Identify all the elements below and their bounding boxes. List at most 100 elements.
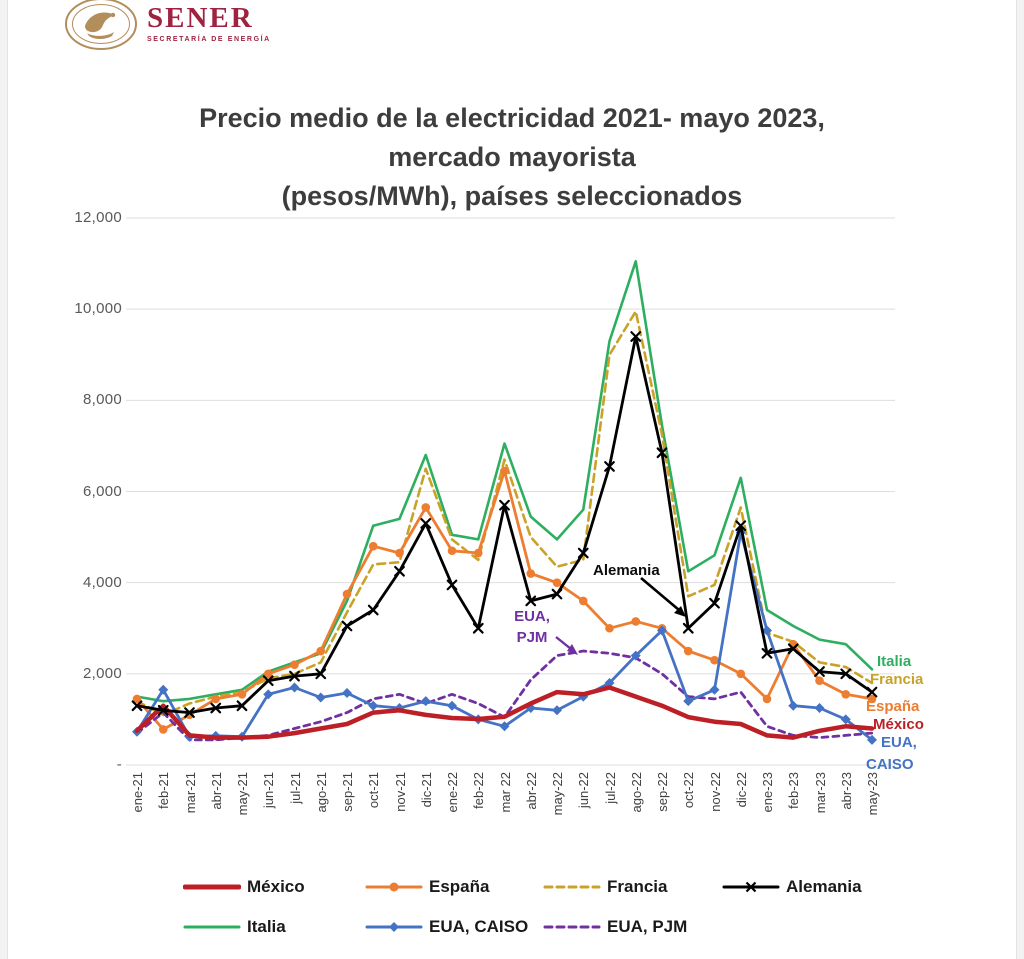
x-axis-label: feb-22 — [471, 772, 487, 809]
x-axis-label: nov-21 — [392, 772, 408, 812]
marker-x — [866, 686, 878, 698]
marker-x — [262, 675, 274, 687]
marker-circle — [368, 541, 378, 551]
marker-diamond — [709, 684, 720, 695]
pjm-arrow — [555, 636, 572, 650]
marker-circle — [815, 676, 824, 685]
marker-x — [499, 499, 510, 511]
edge-label-mexico: México — [873, 716, 924, 733]
chart-title-line3: (pesos/MWh), países seleccionados — [281, 181, 743, 211]
y-axis-label: 12,000 — [74, 209, 122, 226]
marker-circle — [211, 694, 221, 704]
marker-circle — [552, 578, 562, 587]
marker-circle — [710, 655, 719, 665]
marker-diamond — [630, 650, 641, 661]
series-España — [132, 466, 877, 734]
marker-diamond — [867, 734, 877, 745]
marker-x — [682, 622, 694, 634]
marker-x — [289, 670, 300, 682]
marker-circle — [421, 503, 431, 512]
edge-label-francia: Francia — [870, 671, 924, 688]
legend-swatch-EUA, PJM — [543, 925, 601, 929]
marker-circle — [158, 725, 168, 734]
marker-x — [656, 447, 668, 459]
marker-x — [525, 595, 537, 607]
chart-title: Precio medio de la electricidad 2021- ma… — [0, 99, 1024, 216]
edge-label-eua: EUA, — [881, 734, 917, 751]
legend-item-EUA, CAISO: EUA, CAISO — [365, 916, 528, 938]
legend-label: EUA, CAISO — [429, 917, 529, 936]
marker-x — [131, 700, 143, 712]
legend-marker — [389, 922, 399, 932]
mexico-eagle-seal-icon — [65, 0, 137, 50]
annotation-arrows — [555, 577, 686, 655]
logo-brand-text: SENER — [147, 2, 254, 34]
series-line-Francia — [135, 310, 874, 717]
alemania-arrow — [640, 577, 680, 611]
marker-circle — [605, 623, 614, 633]
x-axis-label: oct-22 — [681, 772, 697, 809]
page-left-margin — [0, 0, 8, 959]
logo-tagline-text: SECRETARÍA DE ENERGÍA — [147, 36, 271, 43]
marker-circle — [132, 694, 142, 704]
marker-x — [472, 622, 484, 634]
marker-x — [630, 331, 642, 342]
marker-circle — [762, 694, 772, 704]
x-axis-label: jun-22 — [576, 772, 592, 809]
x-axis-label: abr-23 — [838, 772, 854, 810]
x-axis-label: mar 22 — [497, 772, 513, 813]
marker-x — [735, 520, 747, 532]
y-axis-label: 4,000 — [82, 573, 122, 591]
series-Alemania — [131, 331, 878, 718]
edge-label-italia: Italia — [877, 653, 912, 670]
annotation-eua-pjm-line1: EUA, — [514, 608, 550, 625]
series-line-EUA, CAISO — [135, 531, 874, 742]
x-axis-label: feb-21 — [156, 772, 172, 809]
y-axis-label: 2,000 — [82, 664, 122, 682]
series-line-Alemania — [135, 335, 874, 714]
y-axis-label: 6,000 — [82, 482, 122, 500]
series-Francia — [135, 310, 874, 717]
marker-circle — [316, 646, 326, 656]
legend-item-Italia: Italia — [183, 916, 286, 938]
series-Italia — [135, 259, 874, 703]
marker-circle — [683, 646, 693, 656]
pjm-arrowhead — [567, 644, 578, 655]
y-axis-label: 10,000 — [74, 300, 122, 318]
x-axis-label: feb-23 — [786, 772, 802, 809]
series-line-México — [134, 685, 875, 740]
marker-diamond — [420, 696, 431, 707]
x-axis-label: abr-22 — [523, 772, 539, 810]
marker-x — [210, 702, 222, 714]
marker-circle — [290, 660, 299, 670]
marker-diamond — [657, 625, 667, 636]
x-axis-label: nov-22 — [707, 772, 723, 812]
marker-diamond — [368, 700, 379, 711]
y-axis-label: 8,000 — [82, 391, 122, 409]
marker-circle — [342, 589, 352, 599]
legend-item-Alemania: Alemania — [722, 876, 862, 898]
marker-diamond — [788, 700, 799, 711]
marker-x — [840, 668, 852, 680]
marker-diamond — [499, 721, 510, 732]
marker-x — [551, 588, 563, 600]
legend-label: Francia — [607, 877, 668, 896]
marker-x — [184, 707, 195, 718]
marker-diamond — [315, 692, 326, 703]
x-axis-label: jul-21 — [287, 772, 303, 804]
legend-label: España — [429, 877, 490, 896]
legend-item-México: México — [183, 876, 305, 898]
legend-item-EUA, PJM: EUA, PJM — [543, 916, 687, 938]
x-axis-label: mar-23 — [812, 772, 828, 814]
x-axis-label: ene-21 — [130, 772, 145, 813]
series-line-Italia — [135, 259, 874, 703]
marker-diamond — [158, 684, 169, 695]
legend-swatch-España — [365, 882, 423, 892]
series-EUA, CAISO — [132, 527, 877, 745]
marker-circle — [395, 548, 404, 558]
page-right-margin — [1016, 0, 1024, 959]
marker-diamond — [840, 714, 851, 725]
marker-circle — [447, 546, 457, 556]
